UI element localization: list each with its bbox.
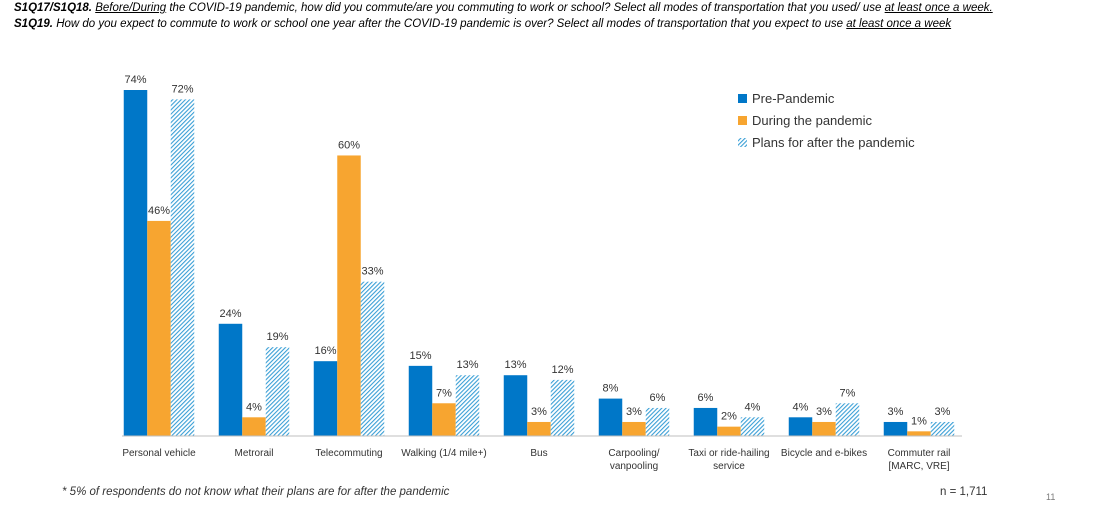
value-label-plans-for-after-the-pandemic-metrorail: 19% [266,331,288,343]
footnote: * 5% of respondents do not know what the… [62,486,450,498]
value-label-pre-pandemic-commuter-rail-marc-vre: 3% [888,406,904,418]
bar-during-the-pandemic-bus [527,421,551,436]
value-label-during-the-pandemic-walking-1-4-mile: 7% [436,387,452,399]
value-label-plans-for-after-the-pandemic-bus: 12% [551,364,573,376]
bar-during-the-pandemic-commuter-rail-marc-vre [907,431,931,436]
legend-swatch-pre-pandemic [738,94,747,103]
legend: Pre-Pandemic During the pandemic Plans for… [738,91,915,150]
category-label-telecommuting: Telecommuting [315,448,382,459]
category-label-bus: Bus [530,448,547,459]
bar-during-the-pandemic-metrorail [242,417,266,436]
value-label-during-the-pandemic-bicycle-and-e-bikes: 3% [816,406,832,418]
value-label-during-the-pandemic-personal-vehicle: 46% [148,205,170,217]
value-label-plans-for-after-the-pandemic-taxi-or-ride-hailing-service: 4% [745,401,761,413]
bar-during-the-pandemic-carpooling-vanpooling [622,421,646,436]
value-label-plans-for-after-the-pandemic-bicycle-and-e-bikes: 7% [840,387,856,399]
legend-label-plans-for-after-the-pandemic: Plans for after the pandemic [752,135,915,150]
value-label-pre-pandemic-telecommuting: 16% [314,345,336,357]
value-label-plans-for-after-the-pandemic-telecommuting: 33% [361,266,383,278]
sample-size: n = 1,711 [940,486,988,498]
question-1-underlined: Before/During [95,2,167,14]
bar-plans-for-after-the-pandemic-personal-vehicle [170,99,195,436]
bar-pre-pandemic-personal-vehicle [123,90,148,436]
value-label-during-the-pandemic-taxi-or-ride-hailing-service: 2% [721,411,737,423]
legend-label-pre-pandemic: Pre-Pandemic [752,91,835,106]
value-label-during-the-pandemic-carpooling-vanpooling: 3% [626,406,642,418]
category-label-commuter-rail-marc-vre: Commuter rail [MARC, VRE] [888,448,951,472]
question-2-code: S1Q19. [14,18,53,30]
bar-plans-for-after-the-pandemic-telecommuting [360,281,385,436]
bar-during-the-pandemic-taxi-or-ride-hailing-service [717,426,741,436]
question-1: S1Q17/S1Q18. Before/During the COVID-19 … [14,2,993,14]
bar-plans-for-after-the-pandemic-commuter-rail-marc-vre [930,421,955,436]
category-label-bicycle-and-e-bikes: Bicycle and e-bikes [781,448,867,459]
value-label-plans-for-after-the-pandemic-walking-1-4-mile: 13% [456,359,478,371]
question-2-emphasis: at least once a week [846,18,952,30]
value-label-during-the-pandemic-metrorail: 4% [246,401,262,413]
value-label-plans-for-after-the-pandemic-commuter-rail-marc-vre: 3% [935,406,951,418]
bar-pre-pandemic-walking-1-4-mile [408,365,433,436]
legend-swatch-during-the-pandemic [738,116,747,125]
value-label-pre-pandemic-bus: 13% [504,359,526,371]
bar-pre-pandemic-carpooling-vanpooling [598,398,623,436]
bar-during-the-pandemic-bicycle-and-e-bikes [812,421,836,436]
value-label-pre-pandemic-carpooling-vanpooling: 8% [603,383,619,395]
value-label-pre-pandemic-walking-1-4-mile: 15% [409,350,431,362]
bar-plans-for-after-the-pandemic-carpooling-vanpooling [645,407,670,436]
bar-pre-pandemic-bus [503,375,528,436]
value-label-during-the-pandemic-telecommuting: 60% [338,139,360,151]
category-label-taxi-or-ride-hailing-service: Taxi or ride-hailing service [688,448,769,472]
value-label-plans-for-after-the-pandemic-personal-vehicle: 72% [171,83,193,95]
value-label-pre-pandemic-personal-vehicle: 74% [124,74,146,86]
question-1-code: S1Q17/S1Q18. [14,2,92,14]
bar-pre-pandemic-telecommuting [313,361,338,436]
bar-during-the-pandemic-personal-vehicle [147,220,171,436]
value-label-plans-for-after-the-pandemic-carpooling-vanpooling: 6% [650,392,666,404]
legend-label-during-the-pandemic: During the pandemic [752,113,872,128]
legend-swatch-plans-for-after-the-pandemic [738,138,747,147]
bar-plans-for-after-the-pandemic-bicycle-and-e-bikes [835,403,860,436]
page-number: 11 [1046,492,1056,502]
value-label-during-the-pandemic-bus: 3% [531,406,547,418]
bar-pre-pandemic-bicycle-and-e-bikes [788,417,813,436]
bar-plans-for-after-the-pandemic-taxi-or-ride-hailing-service [740,417,765,436]
bar-plans-for-after-the-pandemic-metrorail [265,347,290,436]
question-1-text: the COVID-19 pandemic, how did you commu… [166,2,885,14]
category-label-metrorail: Metrorail [235,448,274,459]
value-label-pre-pandemic-metrorail: 24% [219,308,241,320]
question-2: S1Q19. How do you expect to commute to w… [14,18,951,30]
bar-plans-for-after-the-pandemic-bus [550,379,575,436]
value-label-during-the-pandemic-commuter-rail-marc-vre: 1% [911,415,927,427]
bar-plans-for-after-the-pandemic-walking-1-4-mile [455,375,480,436]
question-1-emphasis: at least once a week. [884,2,993,14]
bar-pre-pandemic-commuter-rail-marc-vre [883,421,908,436]
category-label-carpooling-vanpooling: Carpooling/vanpooling [608,448,659,472]
category-label-personal-vehicle: Personal vehicle [122,448,196,459]
question-2-text: How do you expect to commute to work or … [53,18,847,30]
bar-during-the-pandemic-walking-1-4-mile [432,403,456,436]
value-label-pre-pandemic-taxi-or-ride-hailing-service: 6% [698,392,714,404]
bar-pre-pandemic-metrorail [218,323,243,436]
category-label-walking-1-4-mile: Walking (1/4 mile+) [401,448,487,459]
bar-pre-pandemic-taxi-or-ride-hailing-service [693,407,718,436]
value-label-pre-pandemic-bicycle-and-e-bikes: 4% [793,401,809,413]
bar-during-the-pandemic-telecommuting [337,155,361,436]
